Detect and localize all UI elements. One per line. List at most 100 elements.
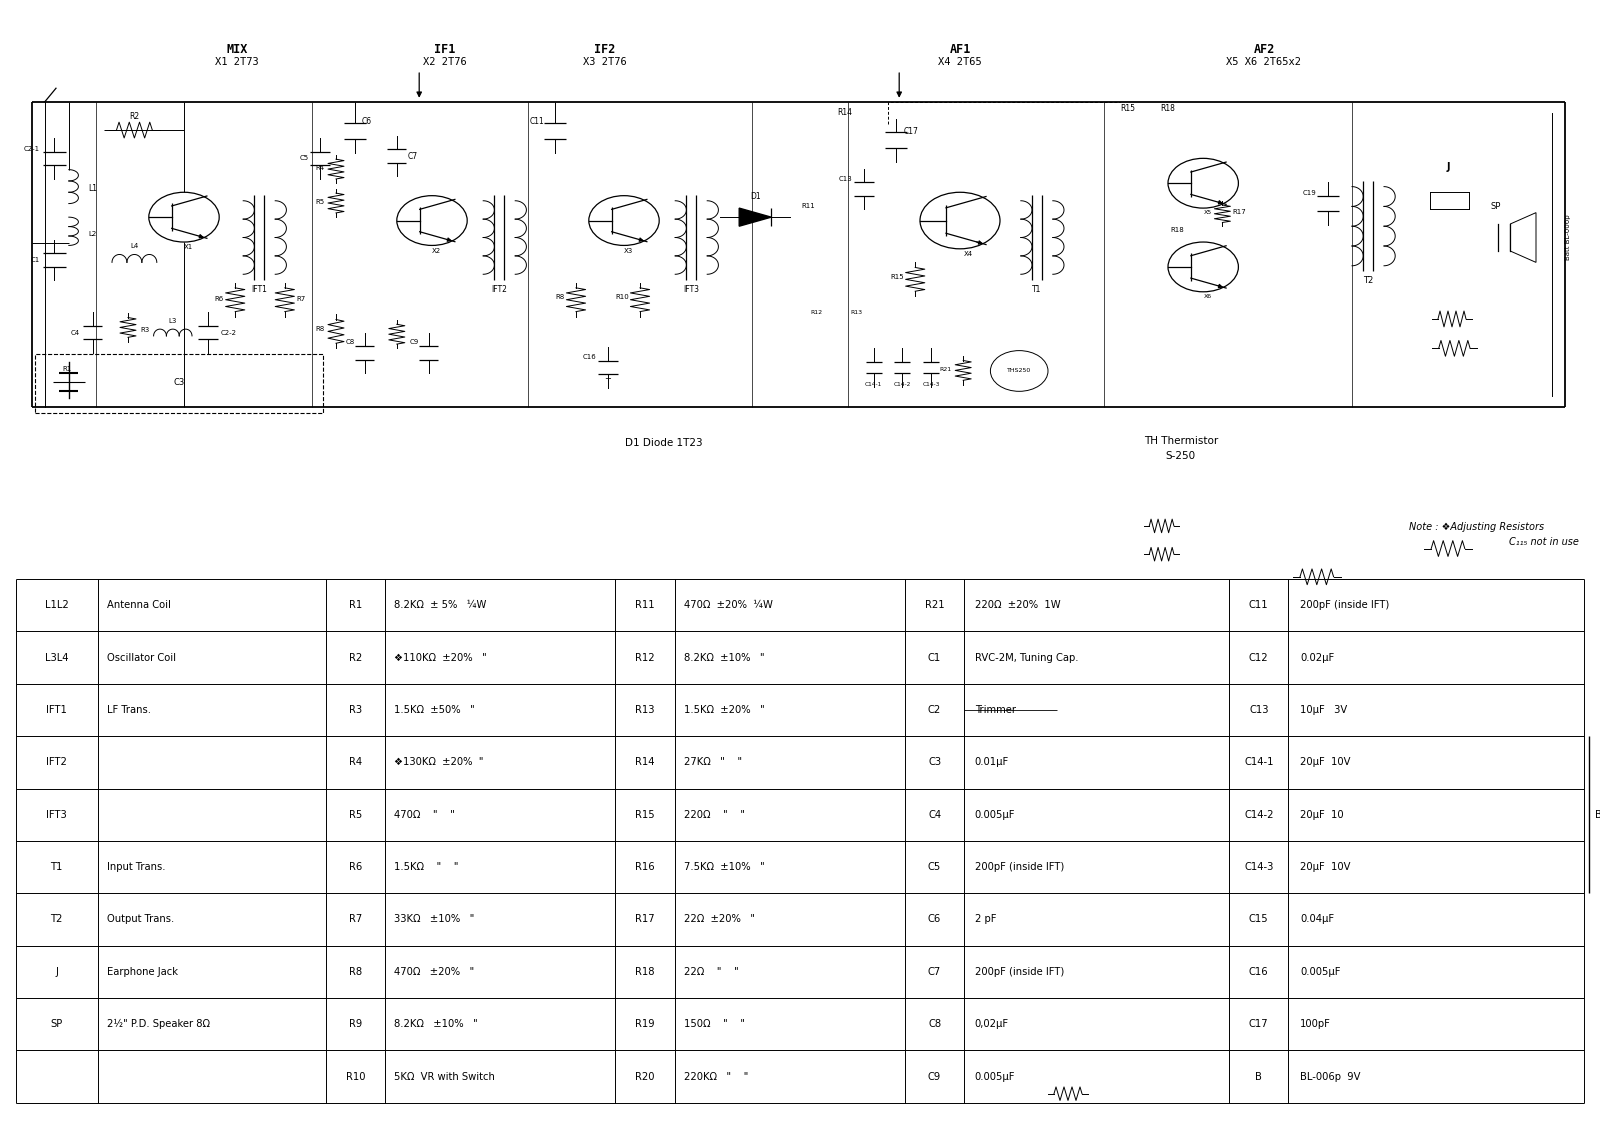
Text: Batt BL-006p: Batt BL-006p	[1565, 215, 1571, 260]
Text: C5: C5	[928, 862, 941, 872]
Text: 22Ω  ±20%   ": 22Ω ±20% "	[683, 915, 755, 924]
Text: AF2: AF2	[1253, 43, 1275, 57]
Text: +: +	[605, 374, 611, 383]
Text: R18: R18	[1170, 227, 1184, 233]
Text: 1.5KΩ    "    ": 1.5KΩ " "	[394, 862, 459, 872]
Text: 100pF: 100pF	[1301, 1019, 1331, 1029]
Text: L2: L2	[88, 231, 96, 238]
Text: 220Ω    "    ": 220Ω " "	[683, 810, 746, 820]
Text: C11: C11	[1250, 601, 1269, 611]
Text: R5: R5	[349, 810, 362, 820]
Text: IFT2: IFT2	[46, 758, 67, 767]
Text: X5: X5	[1203, 210, 1213, 215]
Text: C9: C9	[928, 1071, 941, 1081]
Text: SP: SP	[1491, 202, 1501, 211]
Text: J: J	[1446, 162, 1450, 172]
Text: L1L2: L1L2	[45, 601, 69, 611]
Text: C7: C7	[928, 967, 941, 977]
Text: L4: L4	[130, 243, 139, 249]
Text: D1 Diode 1T23: D1 Diode 1T23	[626, 439, 702, 448]
Text: R13: R13	[850, 310, 862, 316]
Text: X6: X6	[1203, 294, 1213, 299]
Text: 0.04μF: 0.04μF	[1301, 915, 1334, 924]
Text: AF1: AF1	[949, 43, 971, 57]
Text: C14-1: C14-1	[866, 382, 882, 387]
Text: J: J	[56, 967, 58, 977]
Text: R8: R8	[315, 327, 325, 333]
Text: C13: C13	[1250, 705, 1269, 715]
Text: C11: C11	[530, 116, 544, 126]
Text: 20μF  10V: 20μF 10V	[1301, 758, 1350, 767]
Text: C3: C3	[173, 378, 186, 387]
Text: C2: C2	[928, 705, 941, 715]
Text: X2 2T76: X2 2T76	[422, 58, 467, 67]
Text: C19: C19	[1302, 190, 1317, 196]
Text: C14-1: C14-1	[1245, 758, 1274, 767]
Text: R11: R11	[635, 601, 654, 611]
Text: X3 2T76: X3 2T76	[582, 58, 627, 67]
Text: R21: R21	[939, 366, 952, 372]
Text: T2: T2	[1363, 276, 1373, 285]
Text: 5KΩ  VR with Switch: 5KΩ VR with Switch	[394, 1071, 494, 1081]
Text: R8: R8	[349, 967, 362, 977]
Text: 200pF (inside IFT): 200pF (inside IFT)	[974, 967, 1064, 977]
Text: 0.005μF: 0.005μF	[974, 810, 1016, 820]
Text: Trimmer: Trimmer	[974, 705, 1016, 715]
Text: R18: R18	[1160, 104, 1176, 113]
Text: L3L4: L3L4	[45, 653, 69, 663]
Text: C1: C1	[30, 257, 40, 264]
Text: L3: L3	[168, 319, 178, 325]
Text: BL-006p  9V: BL-006p 9V	[1301, 1071, 1360, 1081]
Text: 150Ω    "    ": 150Ω " "	[683, 1019, 746, 1029]
Text: 0.005μF: 0.005μF	[1301, 967, 1341, 977]
Text: C17: C17	[904, 127, 918, 136]
Text: MIX: MIX	[226, 43, 248, 57]
Text: R10: R10	[346, 1071, 365, 1081]
Text: IF2: IF2	[594, 43, 616, 57]
Text: R1: R1	[349, 601, 362, 611]
Text: R7: R7	[296, 295, 306, 302]
Text: D1: D1	[750, 192, 760, 201]
Text: 220KΩ   "    ": 220KΩ " "	[683, 1071, 749, 1081]
Text: R19: R19	[635, 1019, 654, 1029]
Text: 1.5KΩ  ±20%   ": 1.5KΩ ±20% "	[683, 705, 765, 715]
Text: R13: R13	[635, 705, 654, 715]
Text: Oscillator Coil: Oscillator Coil	[107, 653, 176, 663]
Text: T1: T1	[51, 862, 62, 872]
Text: 470Ω   ±20%   ": 470Ω ±20% "	[394, 967, 475, 977]
Text: 0.02μF: 0.02μF	[1301, 653, 1334, 663]
Text: SP: SP	[51, 1019, 62, 1029]
Text: 200pF (inside IFT): 200pF (inside IFT)	[1301, 601, 1389, 611]
Text: C3: C3	[928, 758, 941, 767]
Text: R7: R7	[349, 915, 362, 924]
Text: C16: C16	[582, 354, 597, 360]
Text: C13: C13	[838, 176, 853, 182]
Text: C4: C4	[928, 810, 941, 820]
Text: C14-3: C14-3	[923, 382, 939, 387]
Text: IF1: IF1	[434, 43, 456, 57]
Text: THS250: THS250	[1006, 369, 1032, 373]
Text: 220Ω  ±20%  1W: 220Ω ±20% 1W	[974, 601, 1061, 611]
Bar	[35, 354, 323, 413]
Text: R3: R3	[141, 327, 150, 334]
Text: 0.005μF: 0.005μF	[974, 1071, 1016, 1081]
Text: C2-2: C2-2	[221, 329, 237, 336]
Text: 0,02μF: 0,02μF	[974, 1019, 1010, 1029]
Text: C8: C8	[928, 1019, 941, 1029]
Text: IFT3: IFT3	[683, 285, 699, 294]
Text: R15: R15	[635, 810, 654, 820]
Text: C9: C9	[410, 339, 419, 345]
Text: T2: T2	[51, 915, 62, 924]
Text: LF Trans.: LF Trans.	[107, 705, 150, 715]
Text: 8.2KΩ   ±10%   ": 8.2KΩ ±10% "	[394, 1019, 478, 1029]
Text: Input Trans.: Input Trans.	[107, 862, 165, 872]
Text: R3: R3	[349, 705, 362, 715]
Text: R2: R2	[349, 653, 362, 663]
Text: X1: X1	[184, 244, 194, 250]
Text: C14-2: C14-2	[894, 382, 910, 387]
Text: R16: R16	[635, 862, 654, 872]
Text: IFT3: IFT3	[46, 810, 67, 820]
Text: ❖110KΩ  ±20%   ": ❖110KΩ ±20% "	[394, 653, 486, 663]
Text: R1: R1	[62, 366, 72, 372]
Text: X3: X3	[624, 248, 634, 253]
